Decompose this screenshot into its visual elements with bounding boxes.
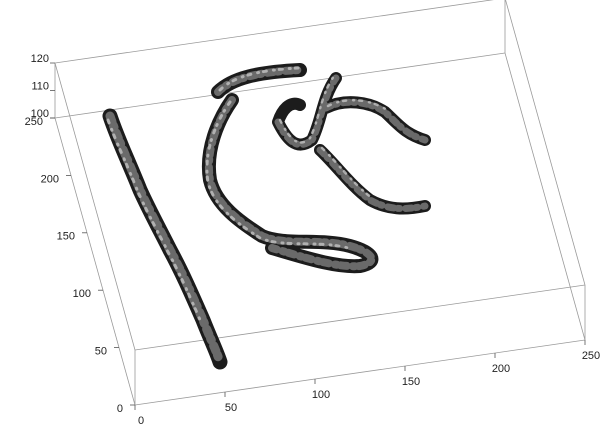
isosurface	[108, 68, 425, 362]
x-tick-label: 0	[138, 415, 144, 427]
box-edge	[55, 0, 505, 63]
z-tick-label: 110	[31, 80, 49, 92]
x-tick-label: 200	[492, 363, 510, 375]
y-tick-label: 50	[95, 346, 107, 358]
box-edge	[505, 53, 585, 340]
box-edge	[135, 340, 585, 405]
chart: 050100150200250050100150200250100110120	[0, 0, 609, 431]
box-edge	[505, 0, 585, 285]
y-tick-label: 0	[117, 403, 123, 415]
box-edge	[55, 63, 135, 350]
y-tick-label: 200	[41, 173, 59, 185]
x-tick-label: 250	[582, 350, 600, 362]
x-tick-label: 100	[312, 389, 330, 401]
z-tick-label: 100	[31, 108, 49, 120]
z-tick-label: 120	[31, 53, 49, 65]
y-tick-label: 100	[73, 288, 91, 300]
x-tick-label: 50	[225, 402, 237, 414]
x-tick-label: 150	[402, 376, 420, 388]
y-tick-label: 150	[57, 231, 75, 243]
